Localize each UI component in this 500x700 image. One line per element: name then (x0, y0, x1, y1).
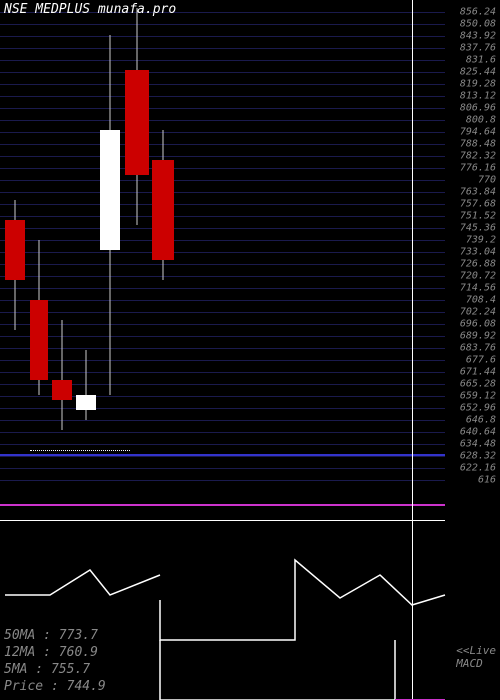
y-tick-label: 788.48 (460, 139, 496, 150)
y-tick-label: 622.16 (460, 463, 496, 474)
candle (5, 0, 25, 520)
y-tick-label: 763.84 (460, 187, 496, 198)
dotted-indicator (30, 450, 130, 451)
indicator-path (5, 570, 160, 595)
cursor-line (412, 0, 413, 700)
symbol-label: NSE MEDPLUS (4, 2, 90, 17)
y-tick-label: 616 (478, 475, 496, 486)
y-tick-label: 677.6 (466, 355, 496, 366)
ma-line-magenta (0, 504, 445, 506)
ma-line-blue (0, 454, 445, 456)
y-tick-label: 850.08 (460, 19, 496, 30)
y-tick-label: 776.16 (460, 163, 496, 174)
y-tick-label: 739.2 (466, 235, 496, 246)
y-tick-label: 831.6 (466, 55, 496, 66)
y-tick-label: 696.08 (460, 319, 496, 330)
candle-body (125, 70, 149, 175)
y-tick-label: 770 (478, 175, 496, 186)
y-tick-label: 628.32 (460, 451, 496, 462)
ma12-label: 12MA : 760.9 (4, 645, 106, 662)
candlestick-series (0, 0, 445, 520)
y-tick-label: 843.92 (460, 31, 496, 42)
y-tick-label: 806.96 (460, 103, 496, 114)
y-tick-label: 702.24 (460, 307, 496, 318)
source-label: munafa.pro (98, 2, 176, 17)
candle-body (100, 130, 120, 250)
candle-wick (62, 320, 63, 430)
y-tick-label: 733.04 (460, 247, 496, 258)
macd-path (160, 560, 445, 640)
chart-container: NSE MEDPLUS munafa.pro 856.24850.08843.9… (0, 0, 500, 700)
y-tick-label: 714.56 (460, 283, 496, 294)
y-tick-label: 726.88 (460, 259, 496, 270)
y-tick-label: 856.24 (460, 7, 496, 18)
y-tick-label: 665.28 (460, 379, 496, 390)
candle-body (5, 220, 25, 280)
y-tick-label: 720.72 (460, 271, 496, 282)
y-tick-label: 813.12 (460, 91, 496, 102)
y-tick-label: 794.64 (460, 127, 496, 138)
price-label: Price : 744.9 (4, 679, 106, 696)
y-axis: 856.24850.08843.92837.76831.6825.44819.2… (445, 0, 500, 520)
macd-box (160, 640, 395, 700)
y-tick-label: 745.36 (460, 223, 496, 234)
candle (30, 0, 48, 520)
y-tick-label: 800.8 (466, 115, 496, 126)
ma5-label: 5MA : 755.7 (4, 662, 106, 679)
y-tick-label: 646.8 (466, 415, 496, 426)
y-tick-label: 819.28 (460, 79, 496, 90)
candle-body (30, 300, 48, 380)
chart-title: NSE MEDPLUS munafa.pro (4, 2, 176, 17)
y-tick-label: 683.76 (460, 343, 496, 354)
candle (100, 0, 120, 520)
live-text: <<Live (456, 644, 496, 657)
y-tick-label: 708.4 (466, 295, 496, 306)
y-tick-label: 689.92 (460, 331, 496, 342)
candle (76, 0, 96, 520)
y-tick-label: 782.32 (460, 151, 496, 162)
y-tick-label: 837.76 (460, 43, 496, 54)
y-tick-label: 652.96 (460, 403, 496, 414)
ma-info-box: 50MA : 773.7 12MA : 760.9 5MA : 755.7 Pr… (4, 628, 106, 696)
y-tick-label: 825.44 (460, 67, 496, 78)
candle (125, 0, 149, 520)
y-tick-label: 751.52 (460, 211, 496, 222)
macd-label: <<Live MACD (456, 644, 496, 670)
candle (152, 0, 174, 520)
y-tick-label: 640.64 (460, 427, 496, 438)
y-tick-label: 659.12 (460, 391, 496, 402)
candle-body (152, 160, 174, 260)
y-tick-label: 671.44 (460, 367, 496, 378)
candle-body (76, 395, 96, 410)
candle-body (52, 380, 72, 400)
divider-1 (0, 520, 445, 521)
candle (52, 0, 72, 520)
y-tick-label: 757.68 (460, 199, 496, 210)
macd-text: MACD (456, 657, 496, 670)
ma50-label: 50MA : 773.7 (4, 628, 106, 645)
y-tick-label: 634.48 (460, 439, 496, 450)
